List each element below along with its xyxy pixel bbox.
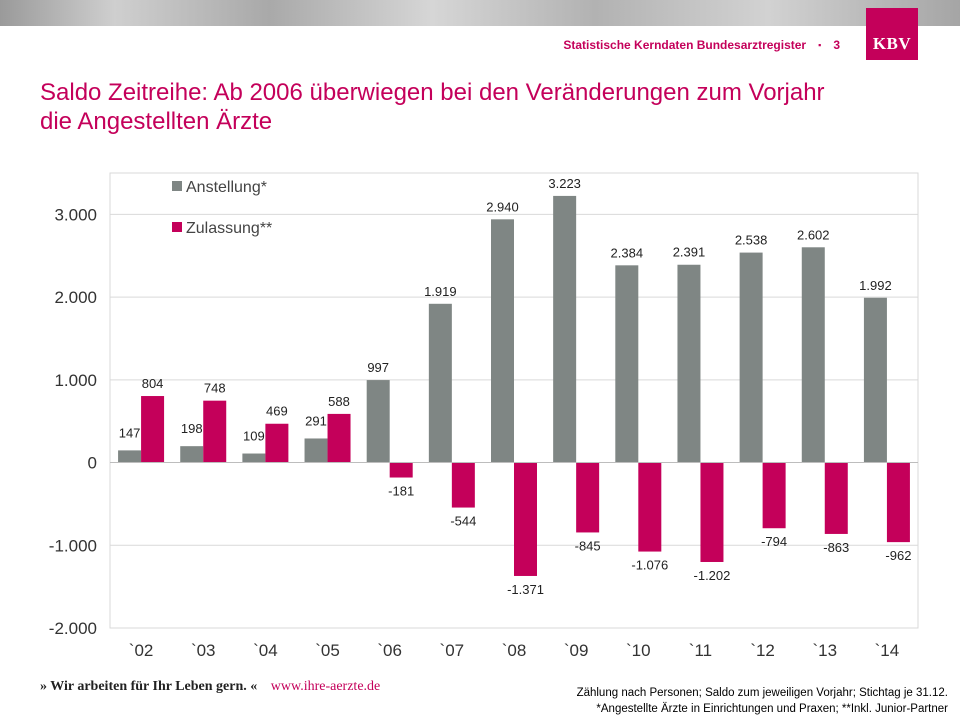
data-label-anstellung: 109 [243,429,265,444]
x-tick-label: `07 [440,641,465,660]
top-banner [0,0,960,26]
data-label-zulassung: -544 [450,514,476,529]
y-tick-label: 1.000 [54,371,97,390]
x-tick-label: `08 [502,641,527,660]
x-tick-label: `12 [750,641,775,660]
data-label-anstellung: 1.992 [859,278,892,293]
data-label-anstellung: 2.940 [486,199,519,214]
data-label-zulassung: 588 [328,394,350,409]
bar-zulassung [203,400,227,463]
data-label-zulassung: -863 [823,540,849,555]
page-title: Saldo Zeitreihe: Ab 2006 überwiegen bei … [40,78,940,136]
y-tick-label: 0 [88,454,97,473]
bar-anstellung [491,219,514,463]
bar-anstellung [553,195,577,463]
bar-zulassung [327,413,351,463]
bar-zulassung [265,423,289,463]
bar-anstellung [366,380,390,463]
bar-zulassung [762,462,786,529]
x-tick-label: `05 [315,641,340,660]
y-tick-label: 3.000 [54,205,97,224]
legend-swatch-zulassung [172,222,182,232]
x-tick-label: `11 [689,641,712,660]
data-label-zulassung: -1.076 [631,558,668,573]
data-label-zulassung: -794 [761,534,787,549]
data-label-anstellung: 147 [119,425,141,440]
data-label-zulassung: -1.371 [507,582,544,597]
data-label-anstellung: 2.384 [611,245,644,260]
bar-anstellung [615,265,639,463]
data-label-anstellung: 997 [367,360,389,375]
header-line: Statistische Kerndaten Bundesarztregiste… [563,38,840,52]
header-separator: ▪ [818,40,822,50]
bar-anstellung [428,303,452,463]
data-label-zulassung: 804 [142,376,164,391]
data-label-zulassung: -845 [575,538,601,553]
legend-swatch-anstellung [172,181,182,191]
tagline: » Wir arbeiten für Ihr Leben gern. « www… [40,679,380,695]
bar-zulassung [638,462,662,552]
data-label-zulassung: -181 [388,484,414,499]
data-label-anstellung: 291 [305,413,327,428]
bar-anstellung [242,453,266,463]
bar-zulassung [700,462,724,562]
bar-zulassung [886,462,910,543]
x-tick-label: `06 [377,641,402,660]
footnote-line-1: Zählung nach Personen; Saldo zum jeweili… [576,687,948,699]
bar-zulassung [451,462,475,508]
header-subtitle: Statistische Kerndaten Bundesarztregiste… [563,38,807,52]
data-label-zulassung: -962 [885,548,911,563]
page-number: 3 [833,38,840,52]
website-link[interactable]: www.ihre-aerzte.de [270,679,381,694]
footnote-line-2: *Angestellte Ärzte in Einrichtungen und … [596,703,948,715]
x-tick-label: `09 [564,641,589,660]
y-tick-label: -1.000 [49,536,97,555]
x-tick-label: `10 [626,641,651,660]
data-label-anstellung: 3.223 [548,176,581,191]
data-label-anstellung: 1.919 [424,284,457,299]
data-label-anstellung: 2.391 [673,245,706,260]
data-label-anstellung: 2.538 [735,233,768,248]
title-line-1: Saldo Zeitreihe: Ab 2006 überwiegen bei … [40,79,825,106]
title-line-2: die Angestellten Ärzte [40,108,273,135]
bar-zulassung [389,462,413,478]
bar-zulassung [824,462,848,534]
bar-anstellung [801,247,825,463]
kbv-logo: KBV [866,8,918,60]
bar-zulassung [141,396,165,463]
x-tick-label: `02 [129,641,154,660]
y-tick-label: -2.000 [49,619,97,638]
data-label-zulassung: 748 [204,381,226,396]
slogan: » Wir arbeiten für Ihr Leben gern. « [40,679,258,694]
data-label-anstellung: 198 [181,421,203,436]
footnote: Zählung nach Personen; Saldo zum jeweili… [577,685,948,717]
bar-zulassung [576,462,600,533]
bar-anstellung [677,264,701,463]
data-label-anstellung: 2.602 [797,227,830,242]
bar-anstellung [739,252,763,463]
x-tick-label: `03 [191,641,216,660]
legend-label-anstellung: Anstellung* [186,179,267,196]
x-tick-label: `14 [875,641,900,660]
bar-anstellung [304,438,328,463]
logo-text: KBV [872,34,912,53]
x-tick-label: `04 [253,641,278,660]
x-tick-label: `13 [812,641,837,660]
data-label-zulassung: -1.202 [694,568,731,583]
legend-label-zulassung: Zulassung** [186,220,272,237]
bar-anstellung [863,297,887,463]
bar-anstellung [118,450,142,463]
bar-anstellung [180,446,204,463]
data-label-zulassung: 469 [266,404,288,419]
bar-zulassung [514,462,537,576]
y-tick-label: 2.000 [54,288,97,307]
